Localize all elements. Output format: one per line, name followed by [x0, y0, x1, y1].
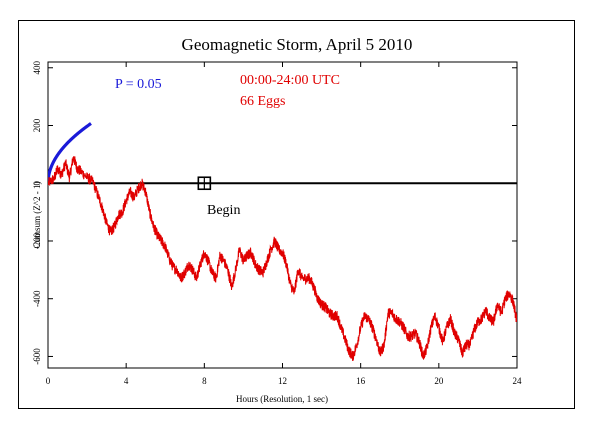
eggs-label: 66 Eggs [240, 94, 286, 109]
begin-marker [197, 176, 212, 191]
plot-area: 0 4 8 12 16 20 24 -600 -400 -200 0 200 400 [32, 61, 522, 386]
time-range-label: 00:00-24:00 UTC [240, 73, 340, 88]
begin-label: Begin [207, 203, 240, 218]
p-value-label: P = 0.05 [115, 77, 162, 92]
y-tick-label: -200 [32, 232, 42, 249]
x-tick-label: 0 [46, 376, 51, 386]
outer-frame [18, 20, 575, 409]
x-axis-label: Hours (Resolution, 1 sec) [236, 394, 328, 404]
y-tick-label: 0 [32, 180, 42, 185]
y-tick-label: -400 [32, 290, 42, 307]
y-tick-label: 400 [32, 61, 42, 75]
chart-title: Geomagnetic Storm, April 5 2010 [182, 35, 413, 54]
x-tick-label: 8 [202, 376, 207, 386]
x-tick-label: 24 [513, 376, 523, 386]
x-tick-label: 4 [124, 376, 129, 386]
cumsum-line [48, 156, 517, 361]
y-axis-label: Cumsum (Z^2 - 1) [32, 182, 42, 249]
x-ticks: 0 4 8 12 16 20 24 [46, 62, 522, 386]
y-tick-label: 200 [32, 118, 42, 132]
x-tick-label: 12 [278, 376, 287, 386]
p-envelope-line [48, 122, 92, 184]
y-tick-label: -600 [32, 348, 42, 365]
x-tick-label: 16 [356, 376, 366, 386]
x-tick-label: 20 [434, 376, 444, 386]
